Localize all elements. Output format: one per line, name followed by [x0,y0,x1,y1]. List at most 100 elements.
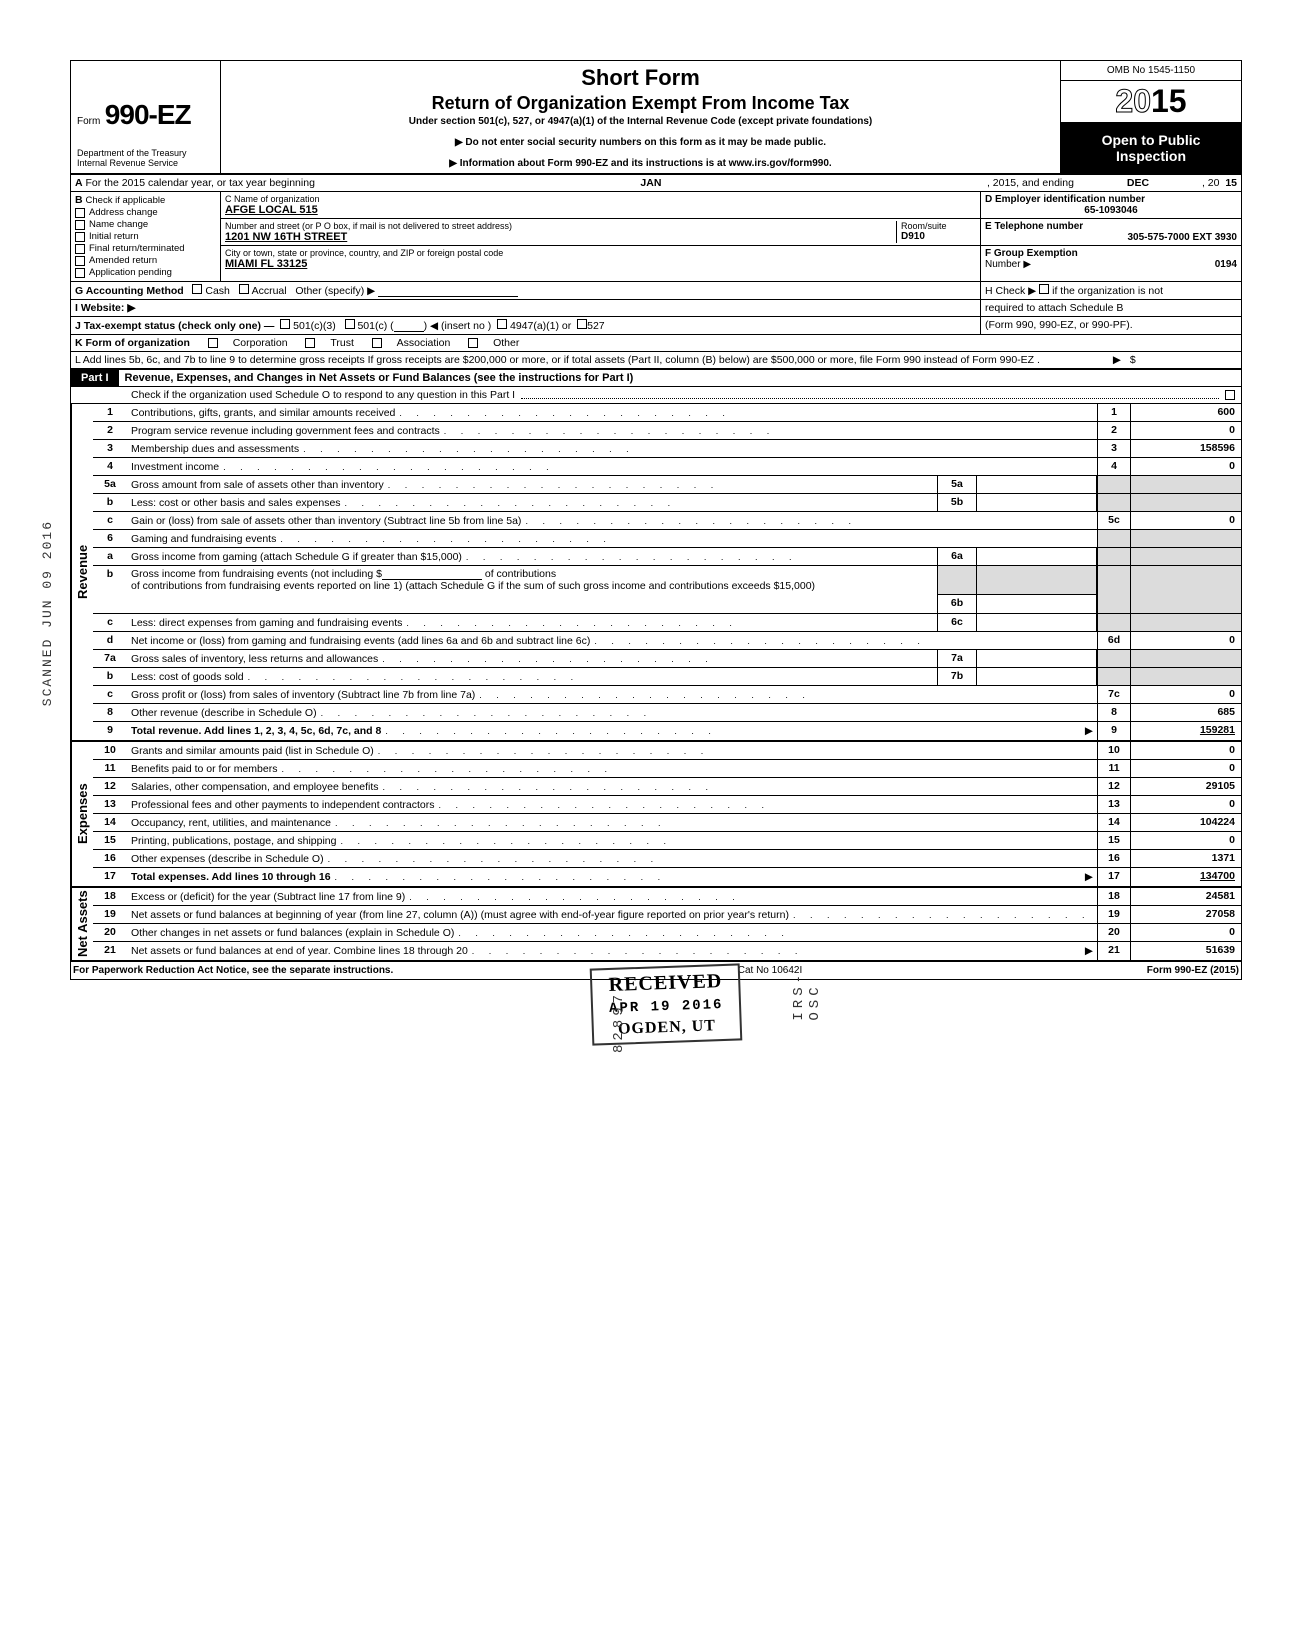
right-box-shaded [1097,650,1131,667]
line-21: 21Net assets or fund balances at end of … [93,942,1241,960]
row-i: I Website: ▶ required to attach Schedule… [71,300,1241,317]
scanned-stamp: SCANNED JUN 09 2016 [40,520,55,706]
i-label: I Website: ▶ [75,302,135,314]
line-1: 1Contributions, gifts, grants, and simil… [93,404,1241,422]
line-num: 4 [93,458,127,475]
chk-initial-return[interactable]: Initial return [75,231,216,242]
h-text1: H Check ▶ [985,285,1036,297]
line-num: c [93,512,127,529]
form-header: Form 990-EZ Department of the Treasury I… [71,61,1241,175]
header-left: Form 990-EZ Department of the Treasury I… [71,61,221,173]
chk-name-change[interactable]: Name change [75,219,216,230]
right-val: 159281 [1131,722,1241,740]
right-box-shaded [1097,548,1131,565]
part1-title: Revenue, Expenses, and Changes in Net As… [119,370,1241,386]
line-text: Professional fees and other payments to … [127,796,1097,813]
line-text: Printing, publications, postage, and shi… [127,832,1097,849]
line-text: Gross profit or (loss) from sales of inv… [127,686,1097,703]
j-label: J Tax-exempt status (check only one) — [75,320,274,332]
stamp-side-right: IRS-OSC [791,971,823,1021]
footer-left: For Paperwork Reduction Act Notice, see … [73,965,393,976]
chk-cash[interactable] [192,284,202,294]
line-19: 19Net assets or fund balances at beginni… [93,906,1241,924]
omb-number: OMB No 1545-1150 [1061,61,1241,81]
chk-part1-scho[interactable] [1225,390,1235,400]
chk-h[interactable] [1039,284,1049,294]
line-text: Net assets or fund balances at end of ye… [127,942,1097,960]
right-box-shaded [1097,668,1131,685]
chk-527[interactable] [577,319,587,329]
j-insert[interactable] [394,321,424,332]
right-val: 0 [1131,422,1241,439]
chk-4947[interactable] [497,319,507,329]
line-num: d [93,632,127,649]
form-990ez: Form 990-EZ Department of the Treasury I… [70,60,1242,980]
right-val: 0 [1131,632,1241,649]
right-val-shaded [1131,494,1241,511]
chk-address-change[interactable]: Address change [75,207,216,218]
chk-assoc[interactable] [372,338,382,348]
right-val: 29105 [1131,778,1241,795]
right-box: 6d [1097,632,1131,649]
right-box: 10 [1097,742,1131,759]
open-pub-1: Open to Public [1063,132,1239,148]
c-city-val: MIAMI FL 33125 [225,258,976,270]
chk-application-pending[interactable]: Application pending [75,267,216,278]
chk-501c3[interactable] [280,319,290,329]
a-month-end: DEC [1127,177,1149,189]
line-a: aGross income from gaming (attach Schedu… [93,548,1241,566]
part1-sub-text: Check if the organization used Schedule … [131,389,515,401]
right-val: 0 [1131,742,1241,759]
chk-corp[interactable] [208,338,218,348]
h-text3: required to attach Schedule B [981,300,1241,316]
mid-box: 7a [937,650,977,667]
header-right: OMB No 1545-1150 20201515 Open to Public… [1061,61,1241,173]
line-c: cGross profit or (loss) from sales of in… [93,686,1241,704]
form-word: Form [77,116,100,127]
right-val-shaded [1131,614,1241,631]
right-val-shaded [1131,530,1241,547]
right-val: 158596 [1131,440,1241,457]
line-15: 15Printing, publications, postage, and s… [93,832,1241,850]
col-b: B Check if applicable Address change Nam… [71,192,221,281]
c-room-lbl: Room/suite [901,221,976,231]
line-14: 14Occupancy, rent, utilities, and mainte… [93,814,1241,832]
mid-box: 6c [937,614,977,631]
right-box: 4 [1097,458,1131,475]
j-opt2b: ) ◀ (insert no ) [424,320,492,332]
line-num: 14 [93,814,127,831]
c-room-val: D910 [901,231,976,242]
line-c: cGain or (loss) from sale of assets othe… [93,512,1241,530]
mid-box: 6a [937,548,977,565]
line-18: 18Excess or (deficit) for the year (Subt… [93,888,1241,906]
k-corp: Corporation [233,337,288,349]
chk-other-org[interactable] [468,338,478,348]
line-5a: 5aGross amount from sale of assets other… [93,476,1241,494]
right-box: 21 [1097,942,1131,960]
line-b: bLess: cost of goods sold. . . . . . . .… [93,668,1241,686]
l-arrow: ▶ [1113,354,1121,366]
chk-trust[interactable] [305,338,315,348]
mid-val [977,548,1097,565]
chk-final-return[interactable]: Final return/terminated [75,243,216,254]
chk-amended-return[interactable]: Amended return [75,255,216,266]
right-val-shaded [1131,548,1241,565]
k-label: K Form of organization [75,337,190,349]
line-6: 6Gaming and fundraising events. . . . . … [93,530,1241,548]
row-k: K Form of organization Corporation Trust… [71,335,1241,352]
mid-val [977,650,1097,667]
b-text: Check if applicable [86,195,166,206]
j-opt1: 501(c)(3) [293,320,336,332]
chk-501c[interactable] [345,319,355,329]
line-17: 17Total expenses. Add lines 10 through 1… [93,868,1241,886]
g-other-fill[interactable] [378,286,518,297]
line-6b: b Gross income from fundraising events (… [93,566,1241,614]
line-10: 10Grants and similar amounts paid (list … [93,742,1241,760]
right-val: 0 [1131,832,1241,849]
line-num: b [93,494,127,511]
line-16: 16Other expenses (describe in Schedule O… [93,850,1241,868]
right-box: 8 [1097,704,1131,721]
d-tel-val: 305-575-7000 EXT 3930 [985,232,1237,243]
chk-accrual[interactable] [239,284,249,294]
right-box: 19 [1097,906,1131,923]
